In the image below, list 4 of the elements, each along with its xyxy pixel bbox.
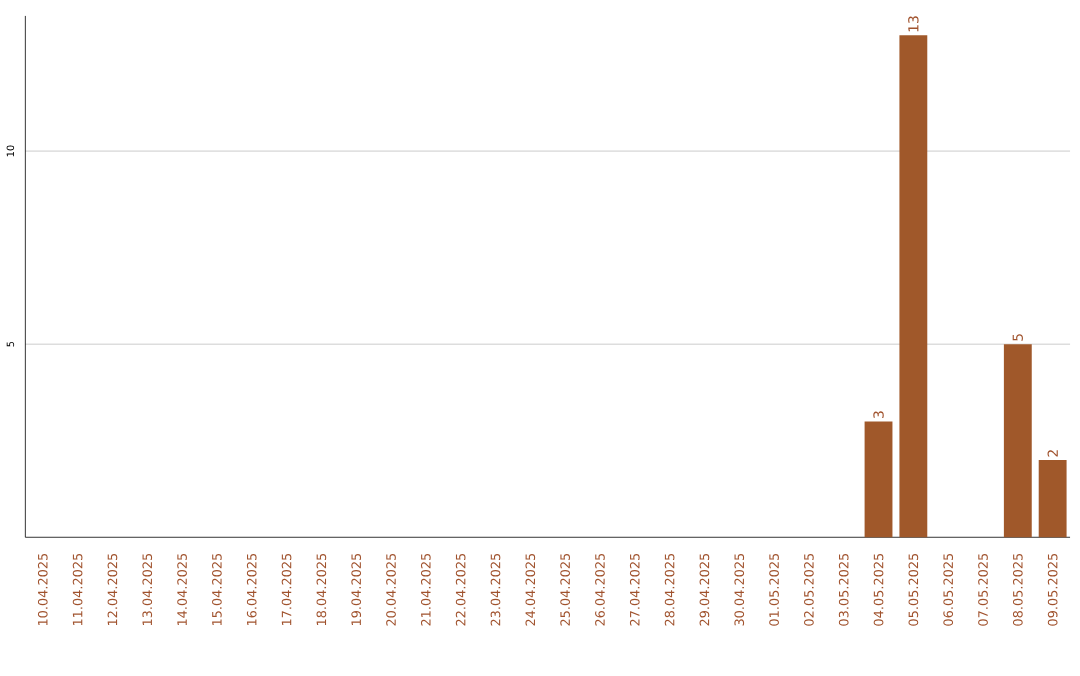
bar [1038,459,1067,537]
bar [899,34,928,537]
bar [1003,343,1032,537]
bar [864,421,893,537]
